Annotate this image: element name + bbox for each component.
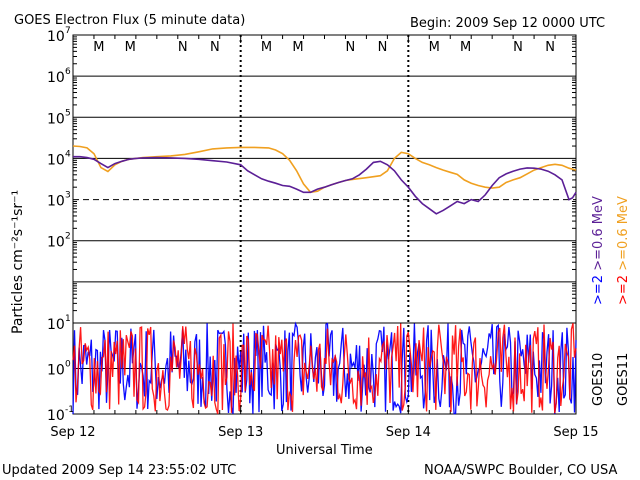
noisy-line: [72, 323, 577, 415]
y-tick-label: 10: [47, 111, 65, 127]
marker-m: M: [460, 40, 471, 55]
x-tick-label: Sep 13: [218, 425, 263, 440]
upper-panel-frame: [72, 34, 577, 324]
noisy-line: [72, 321, 577, 415]
x-tick-labels: Sep 12 Sep 13 Sep 14 Sep 15: [50, 425, 598, 440]
y-tick-exponent: 6: [65, 67, 71, 77]
flux-line: [72, 145, 577, 194]
marker-n: N: [545, 40, 555, 55]
y-tick-label: 10: [47, 408, 65, 424]
y-tick-exponent: 0: [65, 360, 71, 370]
legend-row-goes10: >=2 >=0.6 MeV: [591, 196, 606, 305]
noisy-channel-series: [72, 321, 577, 415]
x-tick-label: Sep 12: [50, 425, 95, 440]
y-tick-exponent: 2: [65, 232, 71, 242]
legend-satellite: GOES11: [616, 353, 631, 406]
y-tick-label: 10: [47, 317, 65, 333]
y-tick-exponent: 3: [65, 191, 71, 201]
marker-n: N: [513, 40, 523, 55]
marker-m: M: [261, 40, 272, 55]
marker-n: N: [210, 40, 220, 55]
updated-label: Updated 2009 Sep 14 23:55:02 UTC: [2, 463, 236, 478]
credit-label: NOAA/SWPC Boulder, CO USA: [424, 463, 617, 478]
noisy-series: [72, 323, 577, 415]
y-tick-exponent: 5: [65, 108, 71, 118]
y-tick-exponent: 7: [65, 26, 71, 36]
flux-line: [73, 155, 577, 215]
noisy-series: [72, 321, 577, 415]
y-tick-label: 10: [47, 152, 65, 168]
marker-m: M: [93, 40, 104, 55]
marker-n: N: [345, 40, 355, 55]
marker-m: M: [125, 40, 136, 55]
chart-title: GOES Electron Flux (5 minute data): [14, 13, 245, 28]
y-tick-exponent: 1: [65, 314, 71, 324]
marker-m: M: [429, 40, 440, 55]
y-tick-exponent: -1: [65, 405, 74, 415]
x-tick-label: Sep 14: [386, 425, 431, 440]
begin-label: Begin: 2009 Sep 12 0000 UTC: [410, 16, 605, 31]
legend-entry: >=2: [616, 271, 631, 305]
marker-n: N: [378, 40, 388, 55]
y-tick-label: 10: [47, 194, 65, 210]
legend-entry: >=2: [591, 271, 606, 305]
x-axis-label: Universal Time: [276, 443, 373, 458]
legend-entry: >=0.6 MeV: [616, 196, 631, 271]
y-tick-label: 10: [47, 235, 65, 251]
y-tick-exponent: 4: [65, 149, 71, 159]
legend-row-goes11: >=2 >=0.6 MeV: [616, 196, 631, 305]
y-tick-label: 10: [47, 363, 65, 379]
marker-n: N: [178, 40, 188, 55]
y-axis-label: Particles cm⁻²s⁻¹sr⁻¹: [10, 190, 26, 334]
legend-entry: >=0.6 MeV: [591, 196, 606, 271]
y-tick-label: 10: [47, 70, 65, 86]
x-tick-label: Sep 15: [553, 425, 598, 440]
y-tick-label: 10: [47, 29, 65, 45]
legend-satellite: GOES10: [591, 353, 606, 406]
flux-series: [72, 145, 577, 215]
marker-m: M: [292, 40, 303, 55]
